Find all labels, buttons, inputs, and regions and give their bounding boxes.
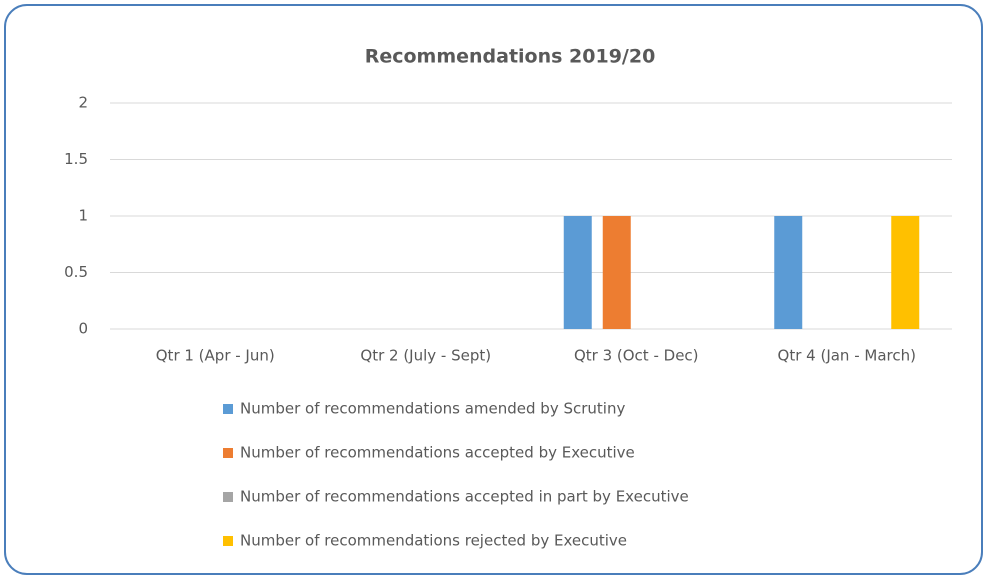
legend-label: Number of recommendations rejected by Ex… [240,532,627,550]
y-tick-label: 2 [78,94,88,112]
x-tick-label: Qtr 3 (Oct - Dec) [574,347,699,365]
x-tick-label: Qtr 1 (Apr - Jun) [156,347,275,365]
legend-swatch [223,536,233,546]
bar [602,216,631,329]
y-tick-label: 0.5 [64,263,88,281]
legend-label: Number of recommendations amended by Scr… [240,400,625,418]
bar [563,216,592,329]
y-tick-label: 0 [78,320,88,338]
bar [891,216,920,329]
legend-swatch [223,448,233,458]
legend-label: Number of recommendations accepted in pa… [240,488,689,506]
x-tick-label: Qtr 2 (July - Sept) [360,347,491,365]
chart-frame [4,4,983,575]
bar [774,216,803,329]
chart-title: Recommendations 2019/20 [365,46,656,68]
legend-swatch [223,404,233,414]
legend-label: Number of recommendations accepted by Ex… [240,444,635,462]
y-tick-label: 1 [78,207,88,225]
y-tick-label: 1.5 [64,150,88,168]
legend-swatch [223,492,233,502]
x-tick-label: Qtr 4 (Jan - March) [778,347,916,365]
